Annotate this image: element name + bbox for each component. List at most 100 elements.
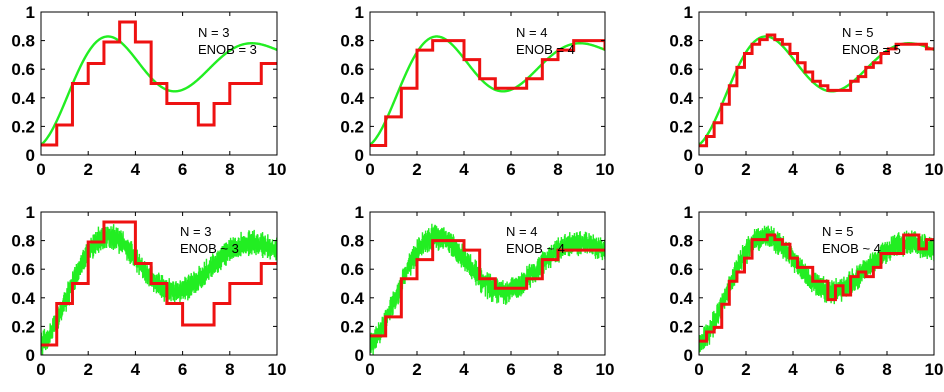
y-tick-label: 1 bbox=[684, 203, 693, 222]
x-tick-label: 0 bbox=[365, 360, 374, 379]
x-tick-label: 10 bbox=[268, 160, 287, 179]
panel-annotation: N = 5 bbox=[842, 25, 873, 40]
x-tick-label: 4 bbox=[459, 360, 469, 379]
x-tick-label: 0 bbox=[365, 160, 374, 179]
x-tick-label: 10 bbox=[925, 360, 944, 379]
y-tick-label: 0.8 bbox=[669, 32, 693, 51]
quantized-line bbox=[699, 233, 934, 343]
y-tick-label: 0.2 bbox=[340, 117, 364, 136]
plot-area bbox=[41, 20, 277, 147]
axes-frame bbox=[40, 11, 278, 156]
x-tick-label: 8 bbox=[225, 360, 234, 379]
panel-annotation: ENOB ~ 4 bbox=[822, 241, 881, 256]
x-tick-label: 0 bbox=[36, 160, 45, 179]
panel-annotation: N = 4 bbox=[506, 224, 537, 239]
x-tick-label: 6 bbox=[178, 360, 187, 379]
y-tick-label: 0.2 bbox=[11, 117, 35, 136]
y-tick-label: 0.4 bbox=[669, 289, 693, 308]
quantized-line bbox=[41, 20, 277, 147]
y-tick-label: 0.4 bbox=[340, 289, 364, 308]
axes-frame bbox=[40, 211, 278, 356]
plot-area bbox=[699, 225, 934, 354]
panel-annotation: ENOB ~ 3 bbox=[180, 241, 239, 256]
x-tick-label: 0 bbox=[694, 160, 703, 179]
y-tick-label: 0 bbox=[684, 146, 693, 165]
x-tick-label: 8 bbox=[553, 160, 562, 179]
x-tick-label: 2 bbox=[741, 160, 750, 179]
panel-annotation: ENOB = 3 bbox=[198, 42, 257, 57]
y-tick-label: 1 bbox=[355, 203, 364, 222]
panel-annotation: ENOB = 5 bbox=[842, 42, 901, 57]
chart-panel-bottom-left: 0 2 4 6 8 10 0 0.2 0.4 0.6 0.8 1 N = 3 ENOB ~ 3 bbox=[11, 203, 286, 379]
signal-line bbox=[370, 35, 605, 146]
plot-area bbox=[699, 33, 934, 148]
panel-annotation: ENOB = 4 bbox=[516, 42, 575, 57]
x-tick-label: 10 bbox=[268, 360, 287, 379]
y-tick-label: 0.6 bbox=[669, 260, 693, 279]
y-tick-label: 0.8 bbox=[11, 32, 35, 51]
axes-frame bbox=[369, 211, 606, 356]
axes-frame bbox=[369, 11, 606, 156]
panel-annotation: N = 3 bbox=[198, 25, 229, 40]
x-tick-label: 2 bbox=[741, 360, 750, 379]
y-tick-label: 0.8 bbox=[669, 232, 693, 251]
chart-panel-top-right: 0 2 4 6 8 10 0 0.2 0.4 0.6 0.8 1 N = 5 ENOB = 5 bbox=[669, 3, 943, 179]
x-tick-label: 4 bbox=[131, 160, 141, 179]
x-tick-label: 6 bbox=[835, 160, 844, 179]
y-tick-label: 0.4 bbox=[340, 89, 364, 108]
x-tick-label: 0 bbox=[36, 360, 45, 379]
panel-annotation: N = 4 bbox=[516, 25, 547, 40]
y-tick-label: 0.8 bbox=[340, 232, 364, 251]
y-tick-label: 0 bbox=[684, 346, 693, 365]
x-tick-label: 6 bbox=[506, 360, 515, 379]
panel-annotation: N = 3 bbox=[180, 224, 211, 239]
x-tick-label: 4 bbox=[788, 360, 798, 379]
quantized-line bbox=[370, 239, 605, 338]
x-tick-label: 4 bbox=[131, 360, 141, 379]
noisy-signal-line bbox=[41, 224, 277, 355]
y-tick-label: 1 bbox=[684, 3, 693, 22]
y-tick-label: 1 bbox=[26, 3, 35, 22]
x-tick-label: 10 bbox=[925, 160, 944, 179]
axes-frame bbox=[698, 11, 935, 156]
axes-frame bbox=[698, 211, 935, 356]
signal-line bbox=[41, 35, 277, 146]
y-tick-label: 0.4 bbox=[11, 89, 35, 108]
plot-area bbox=[41, 220, 277, 355]
x-tick-label: 6 bbox=[178, 160, 187, 179]
y-tick-label: 1 bbox=[26, 203, 35, 222]
y-tick-label: 0.2 bbox=[11, 317, 35, 336]
x-tick-label: 8 bbox=[882, 160, 891, 179]
x-tick-label: 8 bbox=[225, 160, 234, 179]
panel-annotation: ENOB ~ 4 bbox=[506, 241, 565, 256]
noisy-signal-line bbox=[370, 223, 605, 355]
chart-panel-top-middle: 0 2 4 6 8 10 0 0.2 0.4 0.6 0.8 1 N = 4 ENOB = 4 bbox=[340, 3, 614, 179]
y-tick-label: 0.6 bbox=[669, 60, 693, 79]
panel-annotation: N = 5 bbox=[822, 224, 853, 239]
y-tick-label: 0.8 bbox=[11, 232, 35, 251]
x-tick-label: 2 bbox=[412, 160, 421, 179]
y-tick-label: 0 bbox=[355, 346, 364, 365]
y-tick-label: 0.6 bbox=[340, 260, 364, 279]
x-tick-label: 2 bbox=[83, 160, 92, 179]
y-tick-label: 0 bbox=[26, 346, 35, 365]
y-tick-label: 0.6 bbox=[11, 60, 35, 79]
y-tick-label: 1 bbox=[355, 3, 364, 22]
y-tick-label: 0.4 bbox=[11, 289, 35, 308]
x-tick-label: 0 bbox=[694, 360, 703, 379]
x-tick-label: 10 bbox=[596, 160, 615, 179]
y-tick-label: 0.4 bbox=[669, 89, 693, 108]
y-tick-label: 0.2 bbox=[340, 317, 364, 336]
chart-panel-bottom-middle: 0 2 4 6 8 10 0 0.2 0.4 0.6 0.8 1 N = 4 ENOB ~ 4 bbox=[340, 203, 614, 379]
x-tick-label: 8 bbox=[553, 360, 562, 379]
y-tick-label: 0.6 bbox=[340, 60, 364, 79]
x-tick-label: 6 bbox=[506, 160, 515, 179]
y-tick-label: 0.6 bbox=[11, 260, 35, 279]
x-tick-label: 6 bbox=[835, 360, 844, 379]
quantized-line bbox=[699, 33, 934, 148]
chart-panel-bottom-right: 0 2 4 6 8 10 0 0.2 0.4 0.6 0.8 1 N = 5 ENOB ~ 4 bbox=[669, 203, 943, 379]
y-tick-label: 0.2 bbox=[669, 317, 693, 336]
x-tick-label: 4 bbox=[788, 160, 798, 179]
x-tick-label: 4 bbox=[459, 160, 469, 179]
